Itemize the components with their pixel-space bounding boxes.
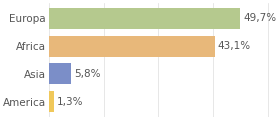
Text: 5,8%: 5,8% [74,69,101,79]
Text: 1,3%: 1,3% [57,97,83,107]
Bar [49,36,215,57]
Bar [49,8,240,29]
Bar [49,91,54,112]
Text: 43,1%: 43,1% [218,41,251,51]
Bar [49,63,71,84]
Text: 49,7%: 49,7% [243,13,276,23]
